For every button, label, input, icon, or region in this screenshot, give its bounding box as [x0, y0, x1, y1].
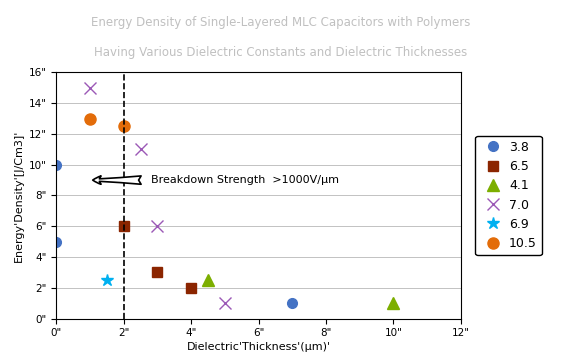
3.8: [53, 163, 60, 167]
10.5: [120, 124, 127, 129]
Line: 3.8: 3.8: [51, 160, 297, 308]
Line: 6.5: 6.5: [119, 222, 196, 292]
Line: 7.0: 7.0: [84, 82, 230, 309]
3.8: [289, 301, 296, 306]
4.1: [205, 278, 211, 282]
6.5: [154, 270, 161, 274]
7.0: [154, 224, 161, 228]
6.5: [120, 224, 127, 228]
7.0: [137, 147, 144, 151]
Line: 4.1: 4.1: [202, 274, 399, 309]
Text: Energy Density of Single-Layered MLC Capacitors with Polymers: Energy Density of Single-Layered MLC Cap…: [91, 16, 471, 29]
10.5: [87, 117, 93, 121]
3.8: [53, 240, 60, 244]
Text: Having Various Dielectric Constants and Dielectric Thicknesses: Having Various Dielectric Constants and …: [94, 46, 468, 59]
Legend: 3.8, 6.5, 4.1, 7.0, 6.9, 10.5: 3.8, 6.5, 4.1, 7.0, 6.9, 10.5: [475, 136, 542, 255]
7.0: [221, 301, 228, 306]
7.0: [87, 85, 93, 90]
Line: 10.5: 10.5: [84, 113, 129, 132]
6.5: [188, 286, 194, 290]
4.1: [390, 301, 397, 306]
Text: Breakdown Strength  >1000V/μm: Breakdown Strength >1000V/μm: [151, 175, 339, 185]
Y-axis label: Energy'Density'[J/Cm3]': Energy'Density'[J/Cm3]': [14, 129, 24, 262]
X-axis label: Dielectric'Thickness'(μm)': Dielectric'Thickness'(μm)': [187, 342, 330, 353]
